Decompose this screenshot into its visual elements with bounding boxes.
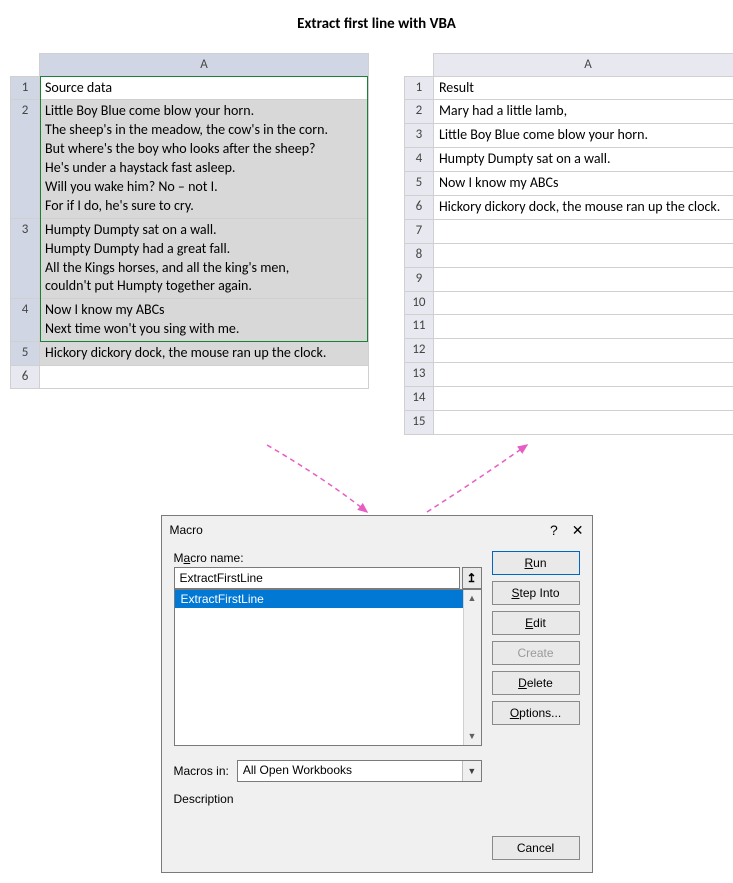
- row-header[interactable]: 13: [404, 363, 433, 387]
- data-cell[interactable]: [433, 243, 733, 267]
- help-icon[interactable]: ?: [550, 522, 558, 538]
- row-header[interactable]: 1: [11, 76, 40, 100]
- delete-button[interactable]: Delete: [492, 671, 580, 695]
- edit-button[interactable]: Edit: [492, 611, 580, 635]
- close-icon[interactable]: ✕: [572, 522, 584, 539]
- row-header[interactable]: 3: [11, 218, 40, 299]
- row-header[interactable]: 8: [404, 243, 433, 267]
- row-header[interactable]: 10: [404, 291, 433, 315]
- row-header[interactable]: 1: [404, 76, 433, 100]
- row-header[interactable]: 15: [404, 411, 433, 435]
- page-title: Extract first line with VBA: [10, 15, 733, 33]
- macro-name-input[interactable]: [174, 567, 460, 589]
- chevron-down-icon: ▼: [462, 761, 481, 781]
- row-header[interactable]: 9: [404, 267, 433, 291]
- create-button: Create: [492, 641, 580, 665]
- row-header[interactable]: 2: [404, 100, 433, 124]
- data-cell[interactable]: Now I know my ABCs: [433, 172, 733, 196]
- data-cell[interactable]: Little Boy Blue come blow your horn.: [433, 124, 733, 148]
- scroll-down-icon[interactable]: ▼: [464, 728, 481, 745]
- dialog-titlebar[interactable]: Macro ? ✕: [162, 516, 592, 545]
- row-header[interactable]: 5: [404, 172, 433, 196]
- sheet-corner[interactable]: [404, 54, 433, 77]
- description-label: Description: [174, 792, 580, 806]
- collapse-icon: ↥: [466, 571, 476, 585]
- list-item[interactable]: ExtractFirstLine: [175, 590, 463, 608]
- data-cell[interactable]: [433, 411, 733, 435]
- data-cell[interactable]: Little Boy Blue come blow your horn. The…: [40, 100, 369, 218]
- data-cell[interactable]: [433, 339, 733, 363]
- data-cell[interactable]: Humpty Dumpty sat on a wall. Humpty Dump…: [40, 218, 369, 299]
- row-header[interactable]: 4: [11, 299, 40, 342]
- flow-arrows: [77, 440, 677, 520]
- data-cell[interactable]: [433, 219, 733, 243]
- dialog-title: Macro: [170, 523, 203, 537]
- cancel-button[interactable]: Cancel: [492, 836, 580, 860]
- data-cell[interactable]: Now I know my ABCs Next time won't you s…: [40, 299, 369, 342]
- data-cell[interactable]: Humpty Dumpty sat on a wall.: [433, 148, 733, 172]
- data-cell[interactable]: [40, 366, 369, 389]
- macros-in-select[interactable]: All Open Workbooks ▼: [237, 760, 482, 782]
- data-cell[interactable]: [433, 267, 733, 291]
- row-header[interactable]: 6: [11, 366, 40, 389]
- macro-list[interactable]: ExtractFirstLine ▲ ▼: [174, 589, 482, 746]
- data-cell[interactable]: [433, 291, 733, 315]
- macros-in-value: All Open Workbooks: [243, 763, 352, 777]
- macro-name-label: Macro name:: [174, 551, 482, 565]
- row-header[interactable]: 11: [404, 315, 433, 339]
- row-header[interactable]: 5: [11, 342, 40, 366]
- col-header-A[interactable]: A: [433, 54, 733, 77]
- sheet-corner[interactable]: [11, 54, 40, 77]
- result-sheet: A 1Result2Mary had a little lamb,3Little…: [404, 53, 733, 435]
- reference-button[interactable]: ↥: [462, 567, 482, 589]
- row-header[interactable]: 14: [404, 387, 433, 411]
- data-cell[interactable]: Hickory dickory dock, the mouse ran up t…: [40, 342, 369, 366]
- source-sheet: A 1Source data2Little Boy Blue come blow…: [10, 53, 369, 435]
- scrollbar[interactable]: ▲ ▼: [463, 590, 481, 745]
- scroll-up-icon[interactable]: ▲: [464, 590, 481, 607]
- step-into-button[interactable]: Step Into: [492, 581, 580, 605]
- row-header[interactable]: 4: [404, 148, 433, 172]
- row-header[interactable]: 2: [11, 100, 40, 218]
- col-header-A[interactable]: A: [40, 54, 369, 77]
- data-cell[interactable]: [433, 363, 733, 387]
- options-button[interactable]: Options...: [492, 701, 580, 725]
- macros-in-label: Macros in:: [174, 764, 229, 778]
- header-cell[interactable]: Source data: [40, 76, 369, 100]
- data-cell[interactable]: Mary had a little lamb,: [433, 100, 733, 124]
- row-header[interactable]: 12: [404, 339, 433, 363]
- data-cell[interactable]: [433, 315, 733, 339]
- data-cell[interactable]: Hickory dickory dock, the mouse ran up t…: [433, 196, 733, 220]
- row-header[interactable]: 3: [404, 124, 433, 148]
- row-header[interactable]: 7: [404, 219, 433, 243]
- header-cell[interactable]: Result: [433, 76, 733, 100]
- macro-dialog: Macro ? ✕ Macro name: ↥ ExtractFirstL: [161, 515, 593, 873]
- row-header[interactable]: 6: [404, 196, 433, 220]
- run-button[interactable]: Run: [492, 551, 580, 575]
- data-cell[interactable]: [433, 387, 733, 411]
